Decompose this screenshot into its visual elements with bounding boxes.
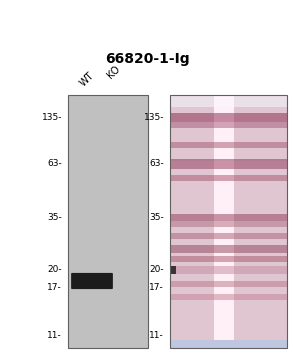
Text: KO: KO	[105, 64, 122, 80]
Bar	[68, 95, 148, 348]
Text: 35-: 35-	[47, 213, 62, 222]
FancyBboxPatch shape	[71, 273, 113, 289]
Text: WT: WT	[78, 70, 96, 88]
Text: 66820-1-Ig: 66820-1-Ig	[105, 52, 189, 66]
Text: 63-: 63-	[149, 158, 164, 168]
Text: 63-: 63-	[47, 158, 62, 168]
Text: 17-: 17-	[47, 283, 62, 291]
Text: 135-: 135-	[42, 113, 62, 122]
Text: 35-: 35-	[149, 213, 164, 222]
Text: 17-: 17-	[149, 283, 164, 291]
Bar	[170, 95, 287, 348]
Bar	[170, 95, 287, 348]
Text: 11-: 11-	[149, 331, 164, 339]
Text: 11-: 11-	[47, 331, 62, 339]
Text: 20-: 20-	[47, 265, 62, 274]
Text: 20-: 20-	[149, 265, 164, 274]
Text: 135-: 135-	[144, 113, 164, 122]
